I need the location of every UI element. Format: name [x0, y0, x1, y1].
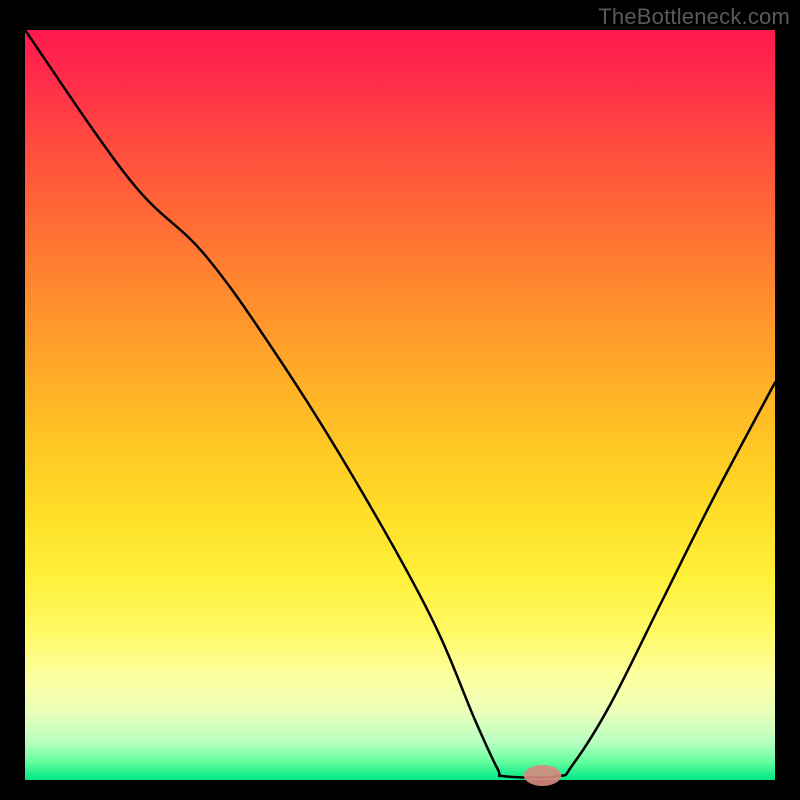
watermark-text: TheBottleneck.com	[598, 4, 790, 30]
optimal-point-marker	[524, 765, 562, 786]
chart-svg	[0, 0, 800, 800]
plot-background-gradient	[25, 30, 775, 780]
bottleneck-chart: TheBottleneck.com	[0, 0, 800, 800]
